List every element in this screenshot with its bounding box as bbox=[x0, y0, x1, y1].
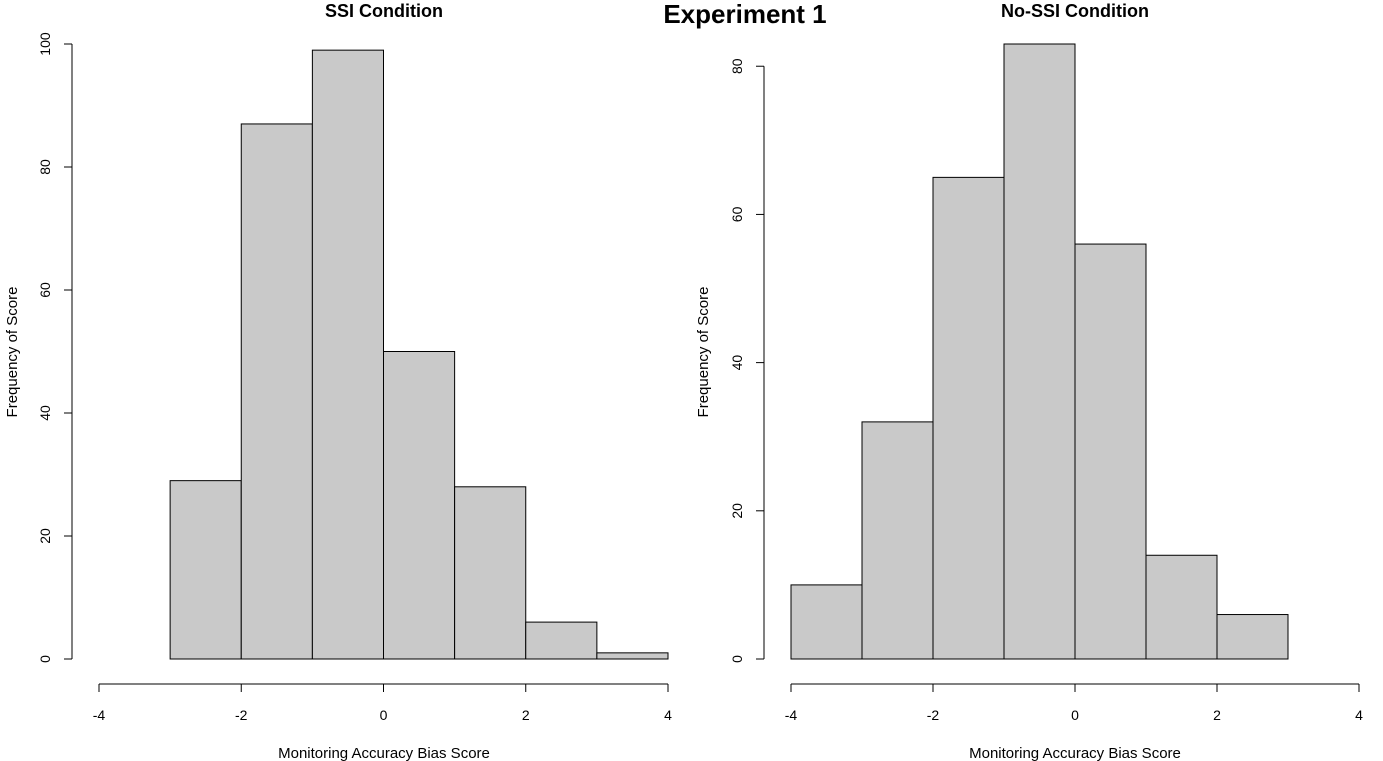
x-axis: -4 -2 0 2 4 bbox=[93, 683, 672, 723]
panel-ssi: SSI Condition Frequency of Score Monitor… bbox=[4, 1, 672, 761]
histogram-bar bbox=[596, 652, 669, 660]
histogram-bar bbox=[861, 421, 934, 660]
histogram-bar bbox=[454, 486, 527, 660]
y-axis-label: Frequency of Score bbox=[4, 287, 21, 418]
x-tick-label: 4 bbox=[664, 707, 672, 723]
x-tick-label: -2 bbox=[235, 707, 248, 723]
y-axis: 0 20 40 60 80 bbox=[729, 58, 765, 663]
histogram-bar bbox=[1216, 614, 1289, 660]
y-tick-label: 0 bbox=[37, 655, 53, 663]
bars-group bbox=[790, 43, 1289, 660]
x-tick-label: 0 bbox=[380, 707, 388, 723]
histogram-bar bbox=[311, 49, 384, 660]
panel-title: No-SSI Condition bbox=[1001, 1, 1149, 21]
figure-main-title: Experiment 1 bbox=[663, 0, 826, 29]
y-tick-label: 60 bbox=[729, 206, 745, 222]
y-tick-label: 0 bbox=[729, 655, 745, 663]
y-axis: 0 20 40 60 80 100 bbox=[37, 32, 73, 663]
histogram-bar bbox=[525, 621, 598, 660]
y-tick-label: 40 bbox=[729, 355, 745, 371]
histogram-bar bbox=[932, 176, 1005, 660]
x-tick-label: 2 bbox=[522, 707, 530, 723]
histogram-bar bbox=[1145, 554, 1218, 660]
histogram-bar bbox=[1003, 43, 1076, 660]
y-tick-label: 20 bbox=[37, 528, 53, 544]
x-tick-label: -4 bbox=[785, 707, 798, 723]
y-tick-label: 80 bbox=[729, 58, 745, 74]
histogram-bar bbox=[169, 480, 242, 660]
histogram-bar bbox=[240, 123, 313, 660]
histogram-bar bbox=[790, 584, 863, 660]
histogram-bar bbox=[1074, 243, 1147, 660]
y-tick-label: 80 bbox=[37, 159, 53, 175]
x-tick-label: 0 bbox=[1071, 707, 1079, 723]
x-tick-label: 4 bbox=[1355, 707, 1363, 723]
y-tick-label: 60 bbox=[37, 282, 53, 298]
x-axis-label: Monitoring Accuracy Bias Score bbox=[278, 745, 490, 761]
panel-no-ssi: No-SSI Condition Frequency of Score Moni… bbox=[695, 1, 1363, 761]
x-axis: -4 -2 0 2 4 bbox=[785, 683, 1363, 723]
y-axis-label: Frequency of Score bbox=[695, 287, 712, 418]
x-tick-label: 2 bbox=[1213, 707, 1221, 723]
bars-group bbox=[169, 49, 669, 660]
histogram-bar bbox=[383, 351, 456, 660]
y-tick-label: 40 bbox=[37, 405, 53, 421]
panel-title: SSI Condition bbox=[325, 1, 443, 21]
y-tick-label: 20 bbox=[729, 503, 745, 519]
x-axis-label: Monitoring Accuracy Bias Score bbox=[969, 745, 1181, 761]
y-tick-label: 100 bbox=[37, 32, 53, 56]
x-tick-label: -4 bbox=[93, 707, 106, 723]
x-tick-label: -2 bbox=[927, 707, 940, 723]
